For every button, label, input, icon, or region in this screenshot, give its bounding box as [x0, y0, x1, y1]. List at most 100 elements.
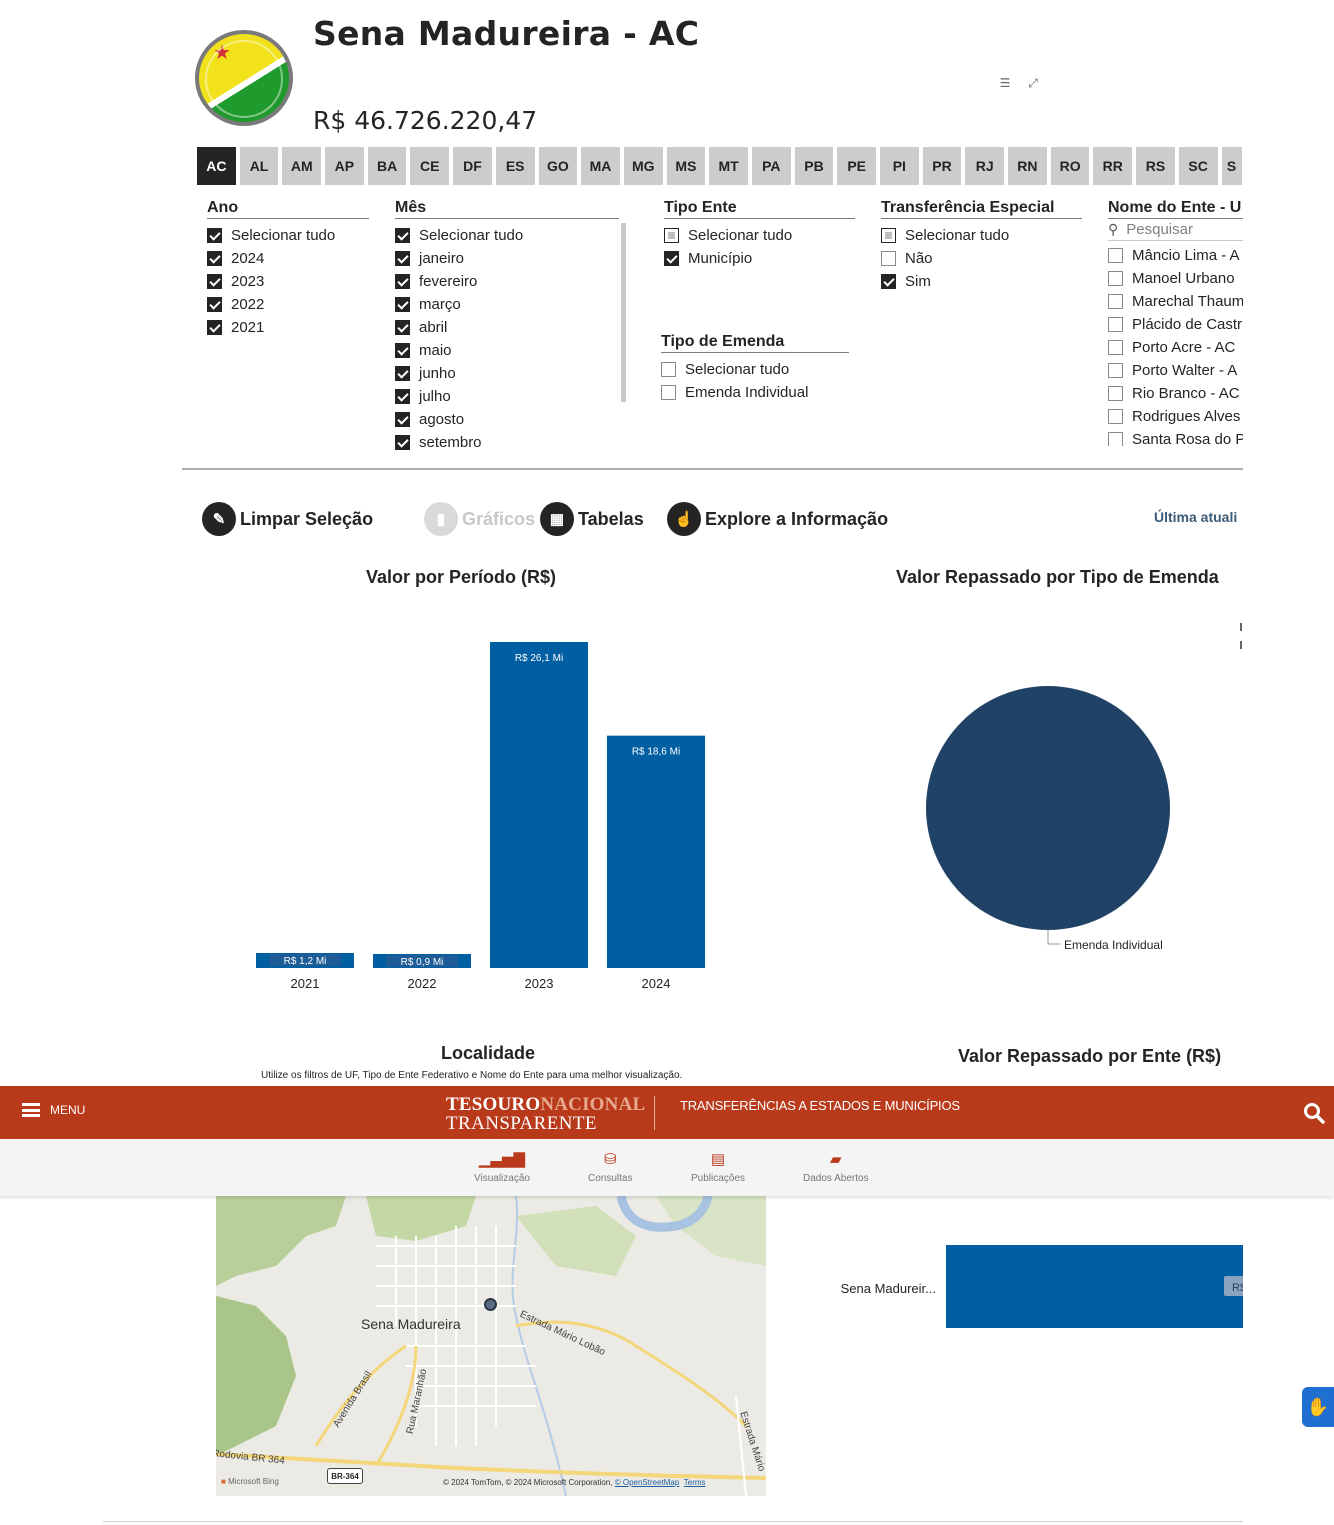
slicer-option[interactable]: Rio Branco - AC	[1108, 382, 1243, 405]
checkbox[interactable]	[1108, 340, 1123, 355]
uf-tab[interactable]: RR	[1093, 147, 1133, 185]
slicer-option[interactable]: Plácido de Castr	[1108, 313, 1243, 336]
checkbox[interactable]	[1108, 248, 1123, 263]
checkbox[interactable]	[664, 251, 679, 266]
terms-link[interactable]: Terms	[683, 1478, 706, 1487]
uf-tab[interactable]: RN	[1008, 147, 1047, 185]
checkbox[interactable]	[1108, 271, 1123, 286]
slicer-option[interactable]: Marechal Thaum	[1108, 290, 1243, 313]
uf-tab[interactable]: MT	[709, 147, 748, 185]
filter-icon[interactable]: ☰	[999, 76, 1011, 90]
checkbox[interactable]	[881, 251, 896, 266]
slicer-option[interactable]: Rodrigues Alves	[1108, 405, 1243, 428]
slicer-option[interactable]: maio	[395, 339, 619, 362]
slicer-option[interactable]: junho	[395, 362, 619, 385]
slicer-option[interactable]: fevereiro	[395, 270, 619, 293]
uf-tab[interactable]: RS	[1136, 147, 1175, 185]
checkbox[interactable]	[661, 362, 676, 377]
checkbox[interactable]	[664, 228, 679, 243]
slicer-search[interactable]: ⚲ Pesquisar	[1108, 219, 1243, 241]
graficos-button[interactable]: ▮ Gráficos	[424, 502, 535, 536]
slicer-option[interactable]: 2021	[207, 316, 369, 339]
uf-tab[interactable]: MS	[666, 147, 706, 185]
checkbox[interactable]	[395, 435, 410, 450]
uf-tab[interactable]: MA	[581, 147, 620, 185]
uf-tab[interactable]: AL	[239, 147, 279, 185]
slicer-scrollbar[interactable]	[621, 223, 626, 402]
tesouro-logo[interactable]: TESOURONACIONAL TRANSPARENTE	[446, 1094, 646, 1134]
uf-tab[interactable]: RJ	[965, 147, 1005, 185]
nav-dados-abertos[interactable]: ▰ Dados Abertos	[803, 1150, 869, 1184]
uf-tab[interactable]: AP	[325, 147, 364, 185]
uf-tab[interactable]: PA	[751, 147, 791, 185]
uf-tab[interactable]: S	[1221, 147, 1242, 185]
slicer-option[interactable]: Selecionar tudo	[881, 224, 1082, 247]
checkbox[interactable]	[207, 297, 222, 312]
slicer-option[interactable]: setembro	[395, 431, 619, 454]
uf-tab[interactable]: PR	[922, 147, 962, 185]
checkbox[interactable]	[395, 228, 410, 243]
vlibras-accessibility-button[interactable]: ✋	[1302, 1387, 1334, 1427]
bar[interactable]	[946, 1245, 1243, 1328]
checkbox[interactable]	[395, 412, 410, 427]
search-icon[interactable]	[1303, 1102, 1325, 1124]
uf-tab[interactable]: AM	[282, 147, 322, 185]
map-location-pin[interactable]	[484, 1298, 497, 1311]
pie-slice[interactable]	[926, 686, 1170, 930]
slicer-option[interactable]: Selecionar tudo	[395, 224, 619, 247]
checkbox[interactable]	[881, 274, 896, 289]
slicer-option[interactable]: Selecionar tudo	[661, 358, 849, 381]
slicer-option[interactable]: 2022	[207, 293, 369, 316]
checkbox[interactable]	[1108, 294, 1123, 309]
checkbox[interactable]	[1108, 386, 1123, 401]
slicer-option[interactable]: Selecionar tudo	[207, 224, 369, 247]
uf-tab[interactable]: RO	[1050, 147, 1090, 185]
slicer-option[interactable]: Município	[664, 247, 855, 270]
uf-tab[interactable]: BA	[367, 147, 407, 185]
slicer-option[interactable]: Emenda Individual	[661, 381, 849, 404]
checkbox[interactable]	[395, 320, 410, 335]
checkbox[interactable]	[881, 228, 896, 243]
checkbox[interactable]	[395, 274, 410, 289]
uf-tab[interactable]: CE	[410, 147, 450, 185]
slicer-option[interactable]: Selecionar tudo	[664, 224, 855, 247]
nav-visualizacao[interactable]: ▁▃▅▇ Visualização	[474, 1150, 530, 1184]
slicer-option[interactable]: 2024	[207, 247, 369, 270]
nav-publicacoes[interactable]: ▤ Publicações	[691, 1150, 745, 1184]
tabelas-button[interactable]: ▦ Tabelas	[540, 502, 644, 536]
checkbox[interactable]	[207, 251, 222, 266]
slicer-option[interactable]: Porto Walter - A	[1108, 359, 1243, 382]
limpar-selecao-button[interactable]: ✎ Limpar Seleção	[202, 502, 373, 536]
checkbox[interactable]	[207, 228, 222, 243]
slicer-option[interactable]: Porto Acre - AC	[1108, 336, 1243, 359]
checkbox[interactable]	[395, 389, 410, 404]
checkbox[interactable]	[1108, 409, 1123, 424]
slicer-option[interactable]: agosto	[395, 408, 619, 431]
uf-tab[interactable]: PI	[880, 147, 919, 185]
slicer-option[interactable]: janeiro	[395, 247, 619, 270]
checkbox[interactable]	[1108, 363, 1123, 378]
uf-tab[interactable]: MG	[623, 147, 663, 185]
uf-tab[interactable]: ES	[495, 147, 535, 185]
slicer-option[interactable]: Não	[881, 247, 1082, 270]
slicer-option[interactable]: Santa Rosa do P	[1108, 428, 1243, 446]
slicer-option[interactable]: Manoel Urbano	[1108, 267, 1243, 290]
checkbox[interactable]	[395, 251, 410, 266]
osm-link[interactable]: © OpenStreetMap	[614, 1478, 680, 1487]
last-update-link[interactable]: Última atuali	[1154, 509, 1238, 525]
menu-button[interactable]: MENU	[22, 1103, 85, 1117]
uf-tab[interactable]: PE	[837, 147, 876, 185]
checkbox[interactable]	[395, 297, 410, 312]
bar[interactable]	[607, 735, 705, 968]
slicer-option[interactable]: Mâncio Lima - A	[1108, 244, 1243, 267]
uf-tab[interactable]: DF	[453, 147, 492, 185]
map-localidade[interactable]: Sena Madureira Estrada Mário Lobão Aveni…	[216, 1196, 766, 1496]
slicer-option[interactable]: 2023	[207, 270, 369, 293]
uf-tab[interactable]: SC	[1178, 147, 1218, 185]
checkbox[interactable]	[661, 385, 676, 400]
slicer-option[interactable]: julho	[395, 385, 619, 408]
checkbox[interactable]	[207, 320, 222, 335]
uf-tab[interactable]: PB	[794, 147, 834, 185]
checkbox[interactable]	[1108, 317, 1123, 332]
checkbox[interactable]	[207, 274, 222, 289]
